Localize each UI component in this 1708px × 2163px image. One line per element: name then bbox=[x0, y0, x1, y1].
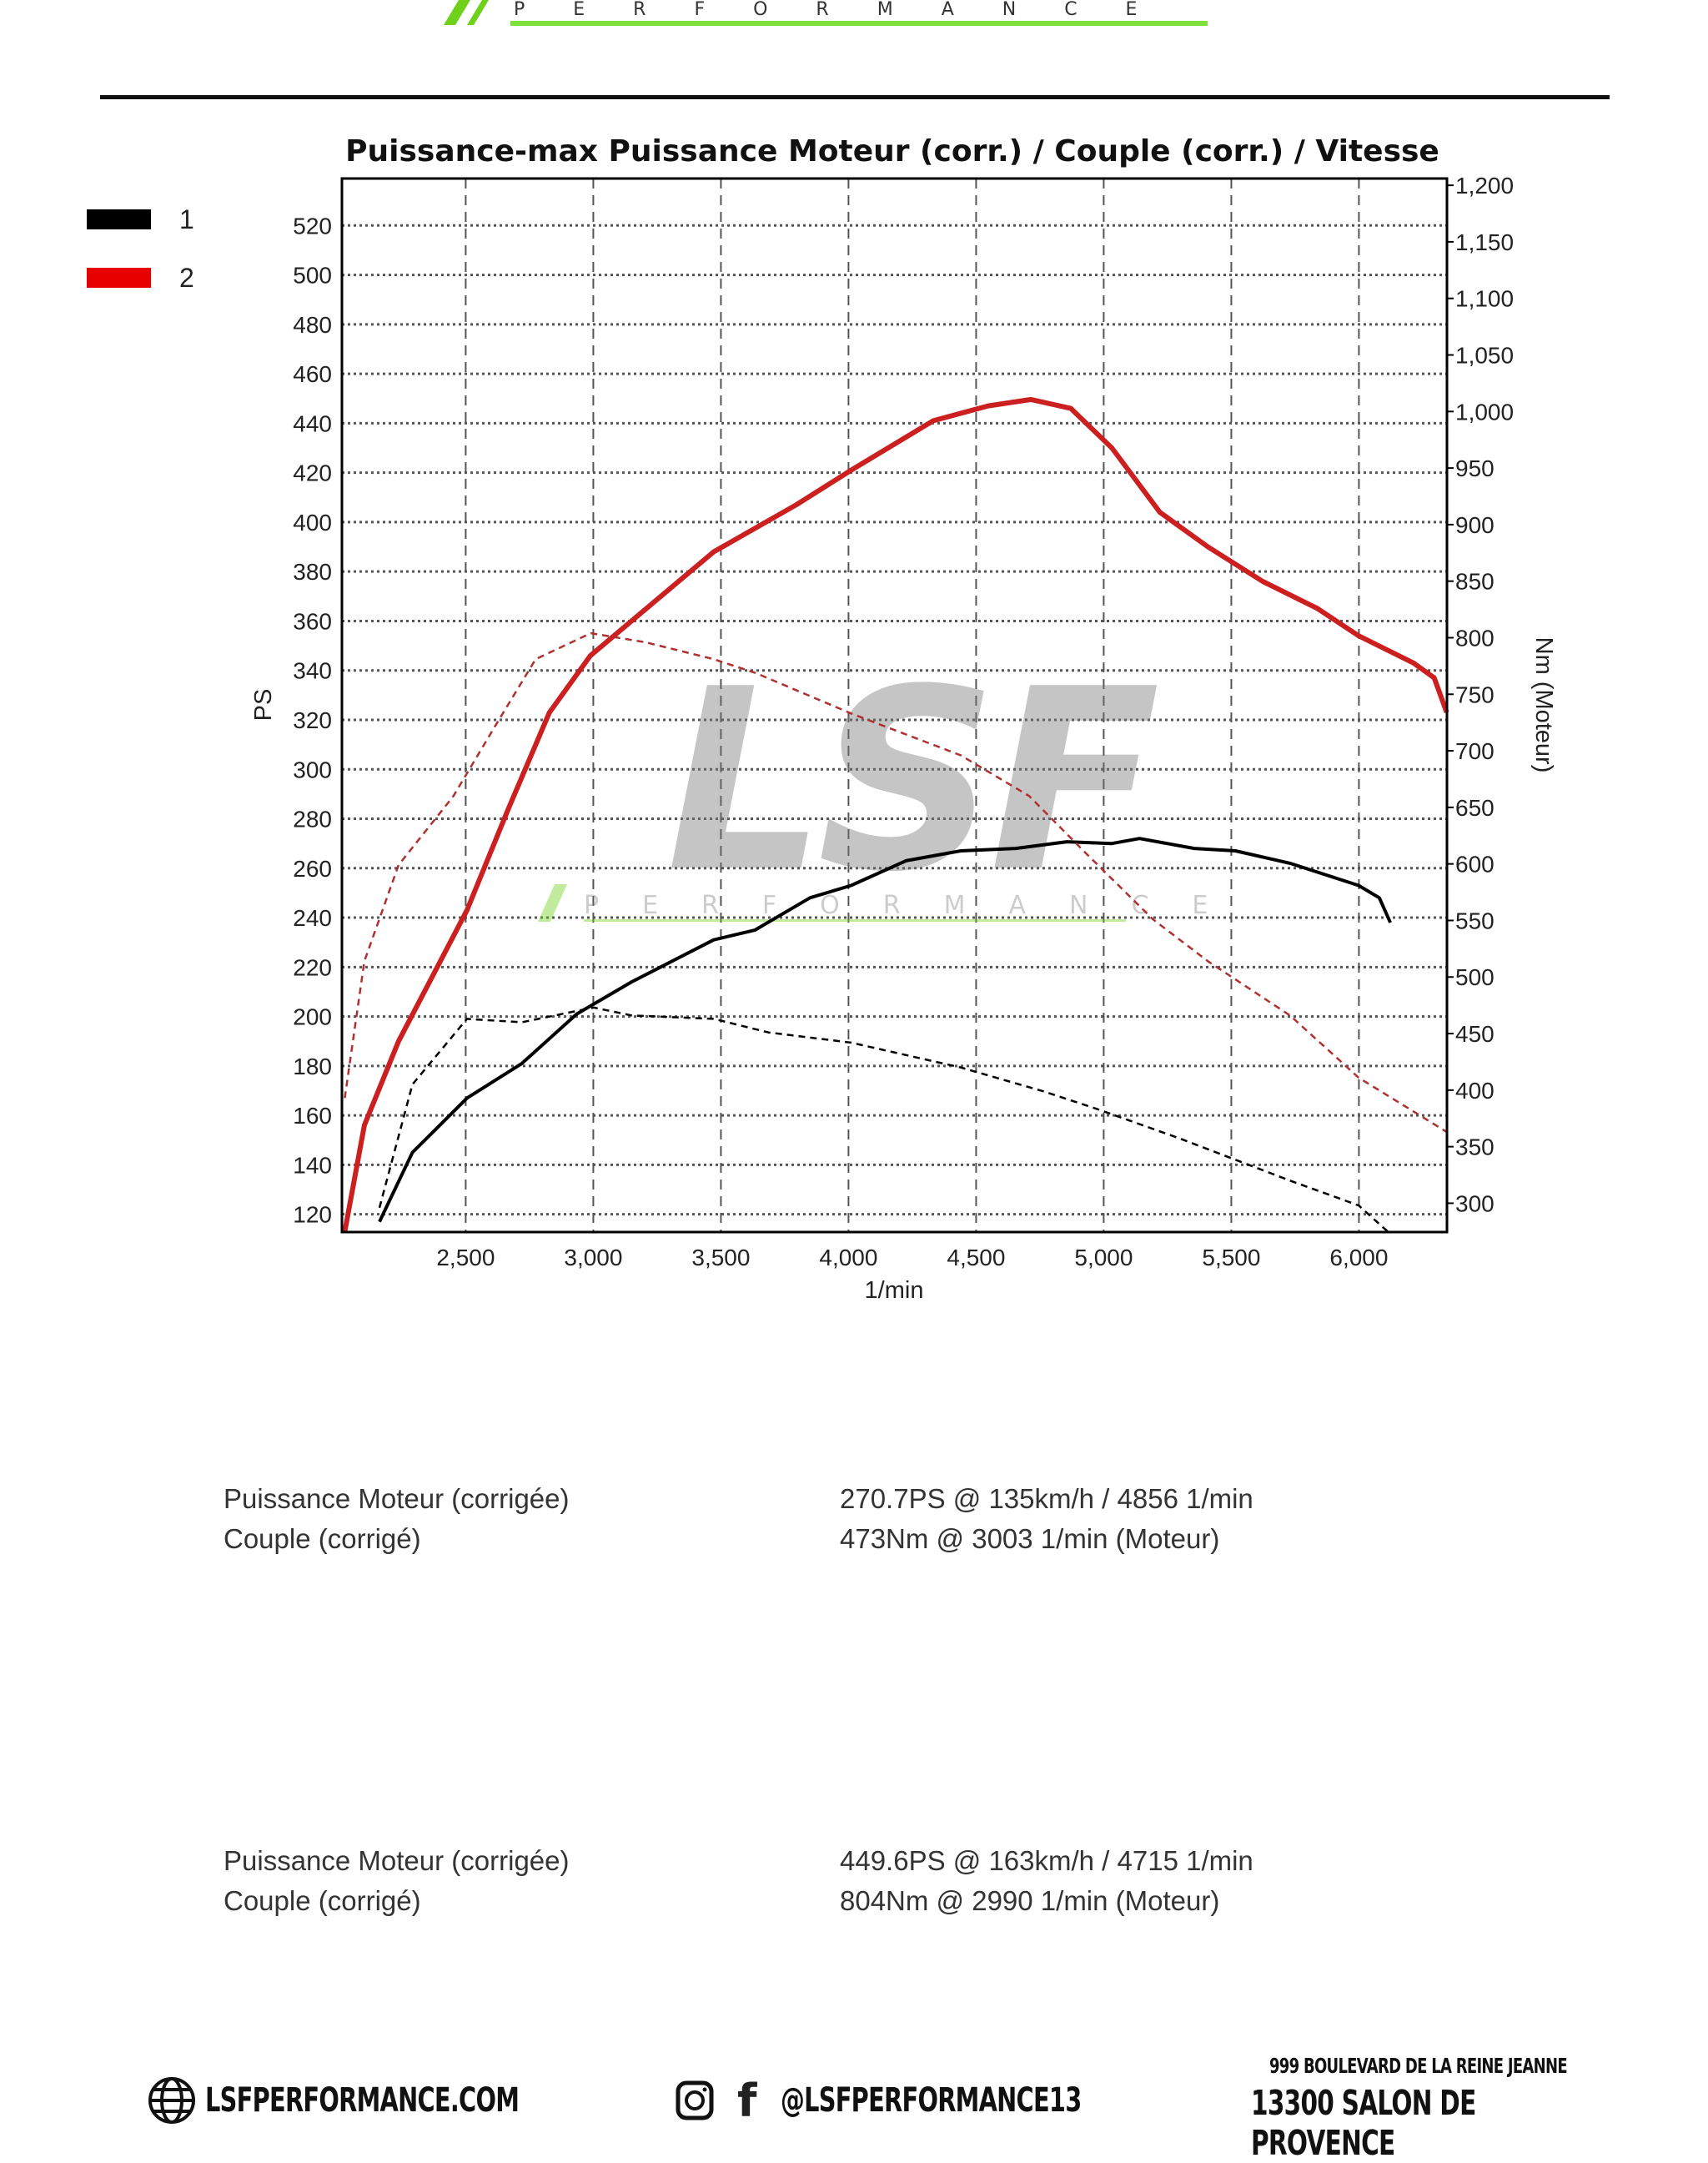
y-tick-label: 500 bbox=[293, 263, 332, 289]
y2-tick-label: 1,200 bbox=[1455, 173, 1514, 199]
power-value: 449.6PS @ 163km/h / 4715 1/min bbox=[840, 1845, 1253, 1876]
facebook-icon[interactable]: f bbox=[737, 2074, 757, 2127]
legend-swatch-red bbox=[87, 268, 151, 288]
legend: 1 2 bbox=[87, 204, 194, 293]
power-label: Puissance Moteur (corrigée) bbox=[224, 1845, 570, 1876]
power-label: Puissance Moteur (corrigée) bbox=[224, 1483, 570, 1514]
globe-icon bbox=[148, 2077, 195, 2124]
lsf-watermark: LSF PERFORMANCE bbox=[538, 636, 1251, 927]
watermark-text: LSF bbox=[666, 636, 1158, 927]
y-tick-label: 180 bbox=[293, 1054, 332, 1079]
y2-tick-label: 950 bbox=[1455, 455, 1494, 481]
y2-tick-label: 1,150 bbox=[1455, 229, 1514, 255]
legend-item-2[interactable]: 2 bbox=[87, 263, 194, 293]
series-power-run-1 bbox=[378, 837, 1392, 1223]
y-tick-label: 420 bbox=[293, 460, 332, 486]
series-power-run-2 bbox=[342, 396, 1449, 1232]
y2-tick-label: 1,000 bbox=[1455, 399, 1514, 425]
y2-tick-label: 900 bbox=[1455, 512, 1494, 538]
y-tick-label: 320 bbox=[293, 707, 332, 733]
y2-tick-label: 750 bbox=[1455, 682, 1494, 707]
power-value: 270.7PS @ 135km/h / 4856 1/min bbox=[840, 1483, 1253, 1514]
footer-website[interactable]: LSFPERFORMANCE.COM bbox=[147, 2077, 640, 2124]
results-run-2: Puissance Moteur (corrigée) 449.6PS @ 163… bbox=[224, 1841, 1391, 1921]
address-line-1: 999 BOULEVARD DE LA REINE JEANNE bbox=[1269, 2054, 1568, 2078]
legend-label: 2 bbox=[179, 262, 194, 293]
y2-tick-label: 850 bbox=[1455, 569, 1494, 595]
website-link[interactable]: LSFPERFORMANCE.COM bbox=[205, 2081, 520, 2120]
header-divider bbox=[100, 95, 1610, 99]
legend-label: 1 bbox=[179, 204, 194, 234]
y-tick-label: 280 bbox=[293, 807, 332, 833]
plot-frame bbox=[340, 177, 1449, 1234]
y2-axis-label: Nm (Moteur) bbox=[1530, 637, 1557, 773]
y2-tick-label: 300 bbox=[1455, 1190, 1494, 1216]
y-tick-label: 460 bbox=[293, 361, 332, 387]
social-handle[interactable]: @LSFPERFORMANCE13 bbox=[780, 2081, 1082, 2120]
torque-label: Couple (corrigé) bbox=[224, 1523, 421, 1554]
y-tick-label: 380 bbox=[293, 559, 332, 585]
x-tick-label: 5,000 bbox=[1074, 1245, 1133, 1270]
x-tick-label: 6,000 bbox=[1329, 1245, 1388, 1270]
logo-text: PERFORMANCE bbox=[514, 0, 1186, 20]
y2-tick-label: 400 bbox=[1455, 1078, 1494, 1104]
y-tick-label: 440 bbox=[293, 410, 332, 436]
x-tick-label: 2,500 bbox=[436, 1245, 495, 1270]
legend-item-1[interactable]: 1 bbox=[87, 204, 194, 234]
torque-label: Couple (corrigé) bbox=[224, 1885, 421, 1916]
x-tick-label: 3,000 bbox=[564, 1245, 622, 1270]
y2-tick-label: 800 bbox=[1455, 625, 1494, 651]
y2-tick-label: 500 bbox=[1455, 964, 1494, 990]
y-tick-label: 260 bbox=[293, 856, 332, 882]
y2-tick-label: 600 bbox=[1455, 852, 1494, 878]
y-tick-label: 220 bbox=[293, 954, 332, 980]
results-run-1: Puissance Moteur (corrigée) 270.7PS @ 135… bbox=[224, 1479, 1391, 1559]
y-tick-label: 340 bbox=[293, 658, 332, 684]
series-torque-run-2 bbox=[344, 631, 1448, 1134]
x-tick-label: 4,500 bbox=[947, 1245, 1005, 1270]
y2-tick-label: 1,100 bbox=[1455, 286, 1514, 312]
y2-tick-label: 1,050 bbox=[1455, 343, 1514, 369]
y2-tick-label: 350 bbox=[1455, 1134, 1494, 1160]
y2-tick-label: 450 bbox=[1455, 1021, 1494, 1047]
y-tick-label: 160 bbox=[293, 1103, 332, 1129]
y-tick-label: 200 bbox=[293, 1004, 332, 1030]
address-line-2: 13300 SALON DE PROVENCE bbox=[1251, 2083, 1476, 2163]
series-torque-run-1 bbox=[378, 1006, 1390, 1234]
y2-tick-label: 650 bbox=[1455, 795, 1494, 821]
watermark-subtext: PERFORMANCE bbox=[584, 891, 1251, 920]
y2-tick-label: 550 bbox=[1455, 908, 1494, 933]
x-tick-label: 4,000 bbox=[819, 1245, 877, 1270]
chart-title: Puissance-max Puissance Moteur (corr.) /… bbox=[345, 134, 1439, 169]
y-tick-label: 240 bbox=[293, 905, 332, 931]
header-logo: PERFORMANCE bbox=[434, 0, 1218, 30]
y-tick-label: 140 bbox=[293, 1152, 332, 1178]
x-axis-label: 1/min bbox=[865, 1277, 924, 1304]
torque-value: 473Nm @ 3003 1/min (Moteur) bbox=[840, 1523, 1220, 1554]
y-tick-label: 480 bbox=[293, 312, 332, 338]
dyno-chart: Puissance-max Puissance Moteur (corr.) /… bbox=[250, 134, 1557, 1304]
y-tick-label: 520 bbox=[293, 213, 332, 239]
torque-value: 804Nm @ 2990 1/min (Moteur) bbox=[840, 1885, 1220, 1916]
footer-social[interactable]: f @LSFPERFORMANCE13 bbox=[676, 2074, 1198, 2127]
footer-address: 999 BOULEVARD DE LA REINE JEANNE 13300 S… bbox=[1251, 2054, 1708, 2163]
y2-tick-label: 700 bbox=[1455, 738, 1494, 764]
y-axis-label: PS bbox=[250, 689, 277, 722]
y-tick-label: 400 bbox=[293, 510, 332, 536]
y-tick-label: 120 bbox=[293, 1202, 332, 1228]
instagram-icon[interactable] bbox=[676, 2080, 714, 2121]
x-tick-label: 5,500 bbox=[1202, 1245, 1260, 1270]
logo-slashes-icon bbox=[444, 0, 1208, 26]
watermark-slash-icon bbox=[538, 884, 567, 922]
legend-swatch-black bbox=[87, 209, 151, 229]
y-tick-label: 360 bbox=[293, 608, 332, 634]
y-tick-label: 300 bbox=[293, 757, 332, 782]
x-tick-label: 3,500 bbox=[691, 1245, 750, 1270]
